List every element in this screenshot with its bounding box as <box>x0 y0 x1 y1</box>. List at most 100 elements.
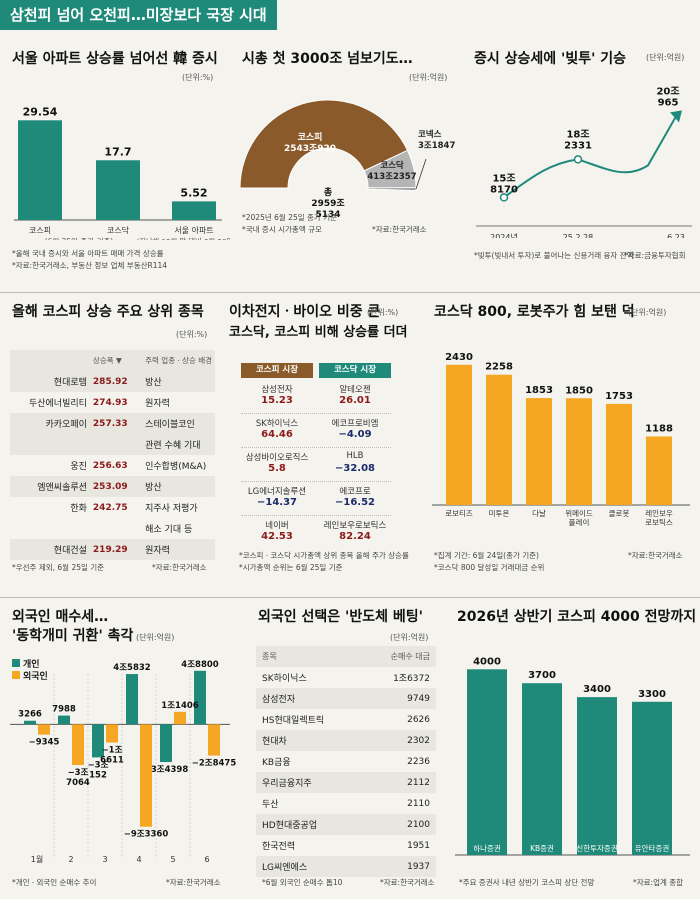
row-divider <box>241 515 391 517</box>
bar <box>58 715 70 725</box>
bar <box>194 670 206 725</box>
table-row: 두산 2110 <box>262 798 430 811</box>
kospi-stock-change: 15.23 <box>261 395 293 406</box>
bar-value-label: 152 <box>89 770 107 780</box>
kosdaq-market-label: 코스닥 시장 <box>319 363 391 378</box>
table-row: 현대로템 285.92 방산 <box>10 371 215 392</box>
slice-value: 2543조920 <box>284 143 336 154</box>
category-label: 다날 <box>532 508 546 518</box>
bar-value-label: 2258 <box>485 362 513 373</box>
row-divider <box>241 447 391 449</box>
slice-name: 코스닥 <box>380 160 404 171</box>
bar-value-label: −3조 <box>88 760 109 770</box>
bar-value-label: 3266 <box>18 710 42 720</box>
category-label: 6 <box>204 855 209 864</box>
bar-value-label: −3조 <box>68 768 89 778</box>
bar <box>632 701 672 855</box>
chart-apartment-vs-stock: 29.54 코스피 17.7 코스닥 5.52 서울 아파트 (6월 25일 종가 기준) (… <box>14 105 230 240</box>
category-label: 3 <box>102 855 107 864</box>
unit-label: (단위:억원) <box>409 73 448 82</box>
pie-slice <box>367 187 417 191</box>
note-1: *코스피ㆍ코스닥 시가총액 상위 종목 올해 주가 상승률 <box>239 551 409 560</box>
value-label: 15조 <box>492 172 515 184</box>
note-1: *빚투(빚내서 투자)로 불어나는 신용거래 융자 잔액 <box>474 251 634 260</box>
bar <box>208 724 220 756</box>
bar <box>140 724 152 827</box>
bar <box>126 674 138 725</box>
bar-value-label: 1850 <box>565 385 593 396</box>
bar <box>172 201 216 220</box>
bar <box>18 120 62 220</box>
value-label: 18조 <box>566 128 589 140</box>
unit-label: (단위:%) <box>182 73 214 82</box>
source-label: *자료:한국거래소 <box>152 563 207 572</box>
note-2: *시가총액 순위는 6월 25일 기준 <box>239 563 343 572</box>
category-label: KB증권 <box>530 844 554 853</box>
panel-title-2: '동학개미 귀환' 촉각 <box>12 628 134 644</box>
note-2: *코스닥 800 달성일 거래대금 순위 <box>434 563 545 572</box>
page-banner: 삼천피 넘어 오천피…미장보다 국장 시대 <box>0 0 277 30</box>
bar <box>72 724 84 765</box>
bar <box>24 720 36 725</box>
unit-label: (단위:억원) <box>646 53 685 62</box>
bar-value-label: 17.7 <box>104 145 131 158</box>
value-label: 20조 <box>656 85 679 97</box>
bar-value-label: 3700 <box>528 670 556 681</box>
unit-label: (단위:억원) <box>390 633 429 642</box>
legend-foreign: 외국인 <box>12 669 48 682</box>
kosdaq-stock-change: −16.52 <box>334 497 375 508</box>
total-label: 2959조 <box>311 198 345 209</box>
legend-individual: 개인 <box>12 657 40 670</box>
bar <box>96 160 140 220</box>
bar-value-label: 1853 <box>525 385 553 396</box>
x-tick-label: 25.2.28 <box>563 233 594 238</box>
panel-title-2: 코스닥, 코스피 비해 상승률 더뎌 <box>229 325 408 340</box>
kospi-stock-change: −14.37 <box>256 497 297 508</box>
kosdaq-stock-name: 에코프로 <box>339 487 371 497</box>
note-1: *6월 외국인 순매수 톱10 <box>262 878 343 887</box>
note-1: *주요 증권사 내년 상반기 코스피 상단 전망 <box>459 878 595 887</box>
bar-value-label: 7988 <box>52 705 76 715</box>
table-row: HS현대일렉트릭 2626 <box>262 714 430 727</box>
bar-value-label: 4조5832 <box>113 663 150 673</box>
category-label: 플레이 <box>569 517 590 527</box>
data-point <box>499 193 509 202</box>
panel-title: 코스닥 800, 로봇주가 힘 보탠 덕 <box>434 304 635 320</box>
note-1: *2025년 6월 25일 종가 기준 <box>242 213 337 222</box>
category-sublabel: (6월 25일 종가 기준) <box>45 236 114 240</box>
category-label: 4 <box>136 855 141 864</box>
category-sublabel: (지난해 12월 말 대비 6월 20일 기준) <box>137 237 230 240</box>
table-row: LG씨엔에스 1937 <box>256 856 436 877</box>
kosdaq-stock-change: −32.08 <box>334 463 375 474</box>
bar-value-label: −2조8475 <box>192 759 237 769</box>
bar-value-label: 7064 <box>66 778 90 788</box>
bar-value-label: 4000 <box>473 656 501 667</box>
kospi-stock-name: LG에너지솔루션 <box>247 487 307 497</box>
table-row: SK하이닉스 1조6372 <box>262 674 430 684</box>
bar <box>174 711 186 725</box>
top-stocks-table: 상승폭 ▼ 주력 업종ㆍ상승 배경 현대로템 285.92 방산 두산에너빌리티 27… <box>10 350 215 560</box>
category-label: 2 <box>68 855 73 864</box>
category-label: 5 <box>170 855 175 864</box>
slice-value: 413조2357 <box>367 172 416 182</box>
bar <box>446 364 472 505</box>
kosdaq-stock-change: −4.09 <box>338 429 372 440</box>
category-label: 신한투자증권 <box>576 844 617 853</box>
table-row: 웅진 256.63 인수합병(M&A) <box>70 460 207 473</box>
table-row: KB금융 2236 <box>262 756 430 769</box>
header-rise: 상승폭 ▼ <box>92 356 122 365</box>
bar-value-label: 1753 <box>605 391 633 402</box>
category-label: 레인보우 <box>645 508 673 518</box>
panel-title: 올해 코스피 상승 주요 상위 종목 <box>12 304 204 320</box>
bar <box>38 724 50 735</box>
value-label: 965 <box>658 97 679 108</box>
source-label: *자료:한국거래소 <box>166 878 221 887</box>
category-label: 서울 아파트 <box>174 225 213 235</box>
kospi-stock-change: 5.8 <box>268 463 286 474</box>
panel-title: 외국인 선택은 '반도체 베팅' <box>258 609 423 625</box>
kosdaq-stock-change: 82.24 <box>339 531 371 542</box>
bar-value-label: 3400 <box>583 684 611 695</box>
category-label: 1월 <box>31 854 43 864</box>
